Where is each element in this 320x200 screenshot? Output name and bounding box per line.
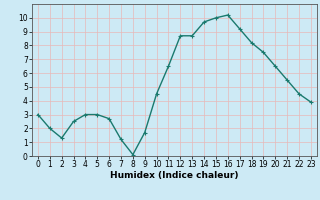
X-axis label: Humidex (Indice chaleur): Humidex (Indice chaleur) [110, 171, 239, 180]
